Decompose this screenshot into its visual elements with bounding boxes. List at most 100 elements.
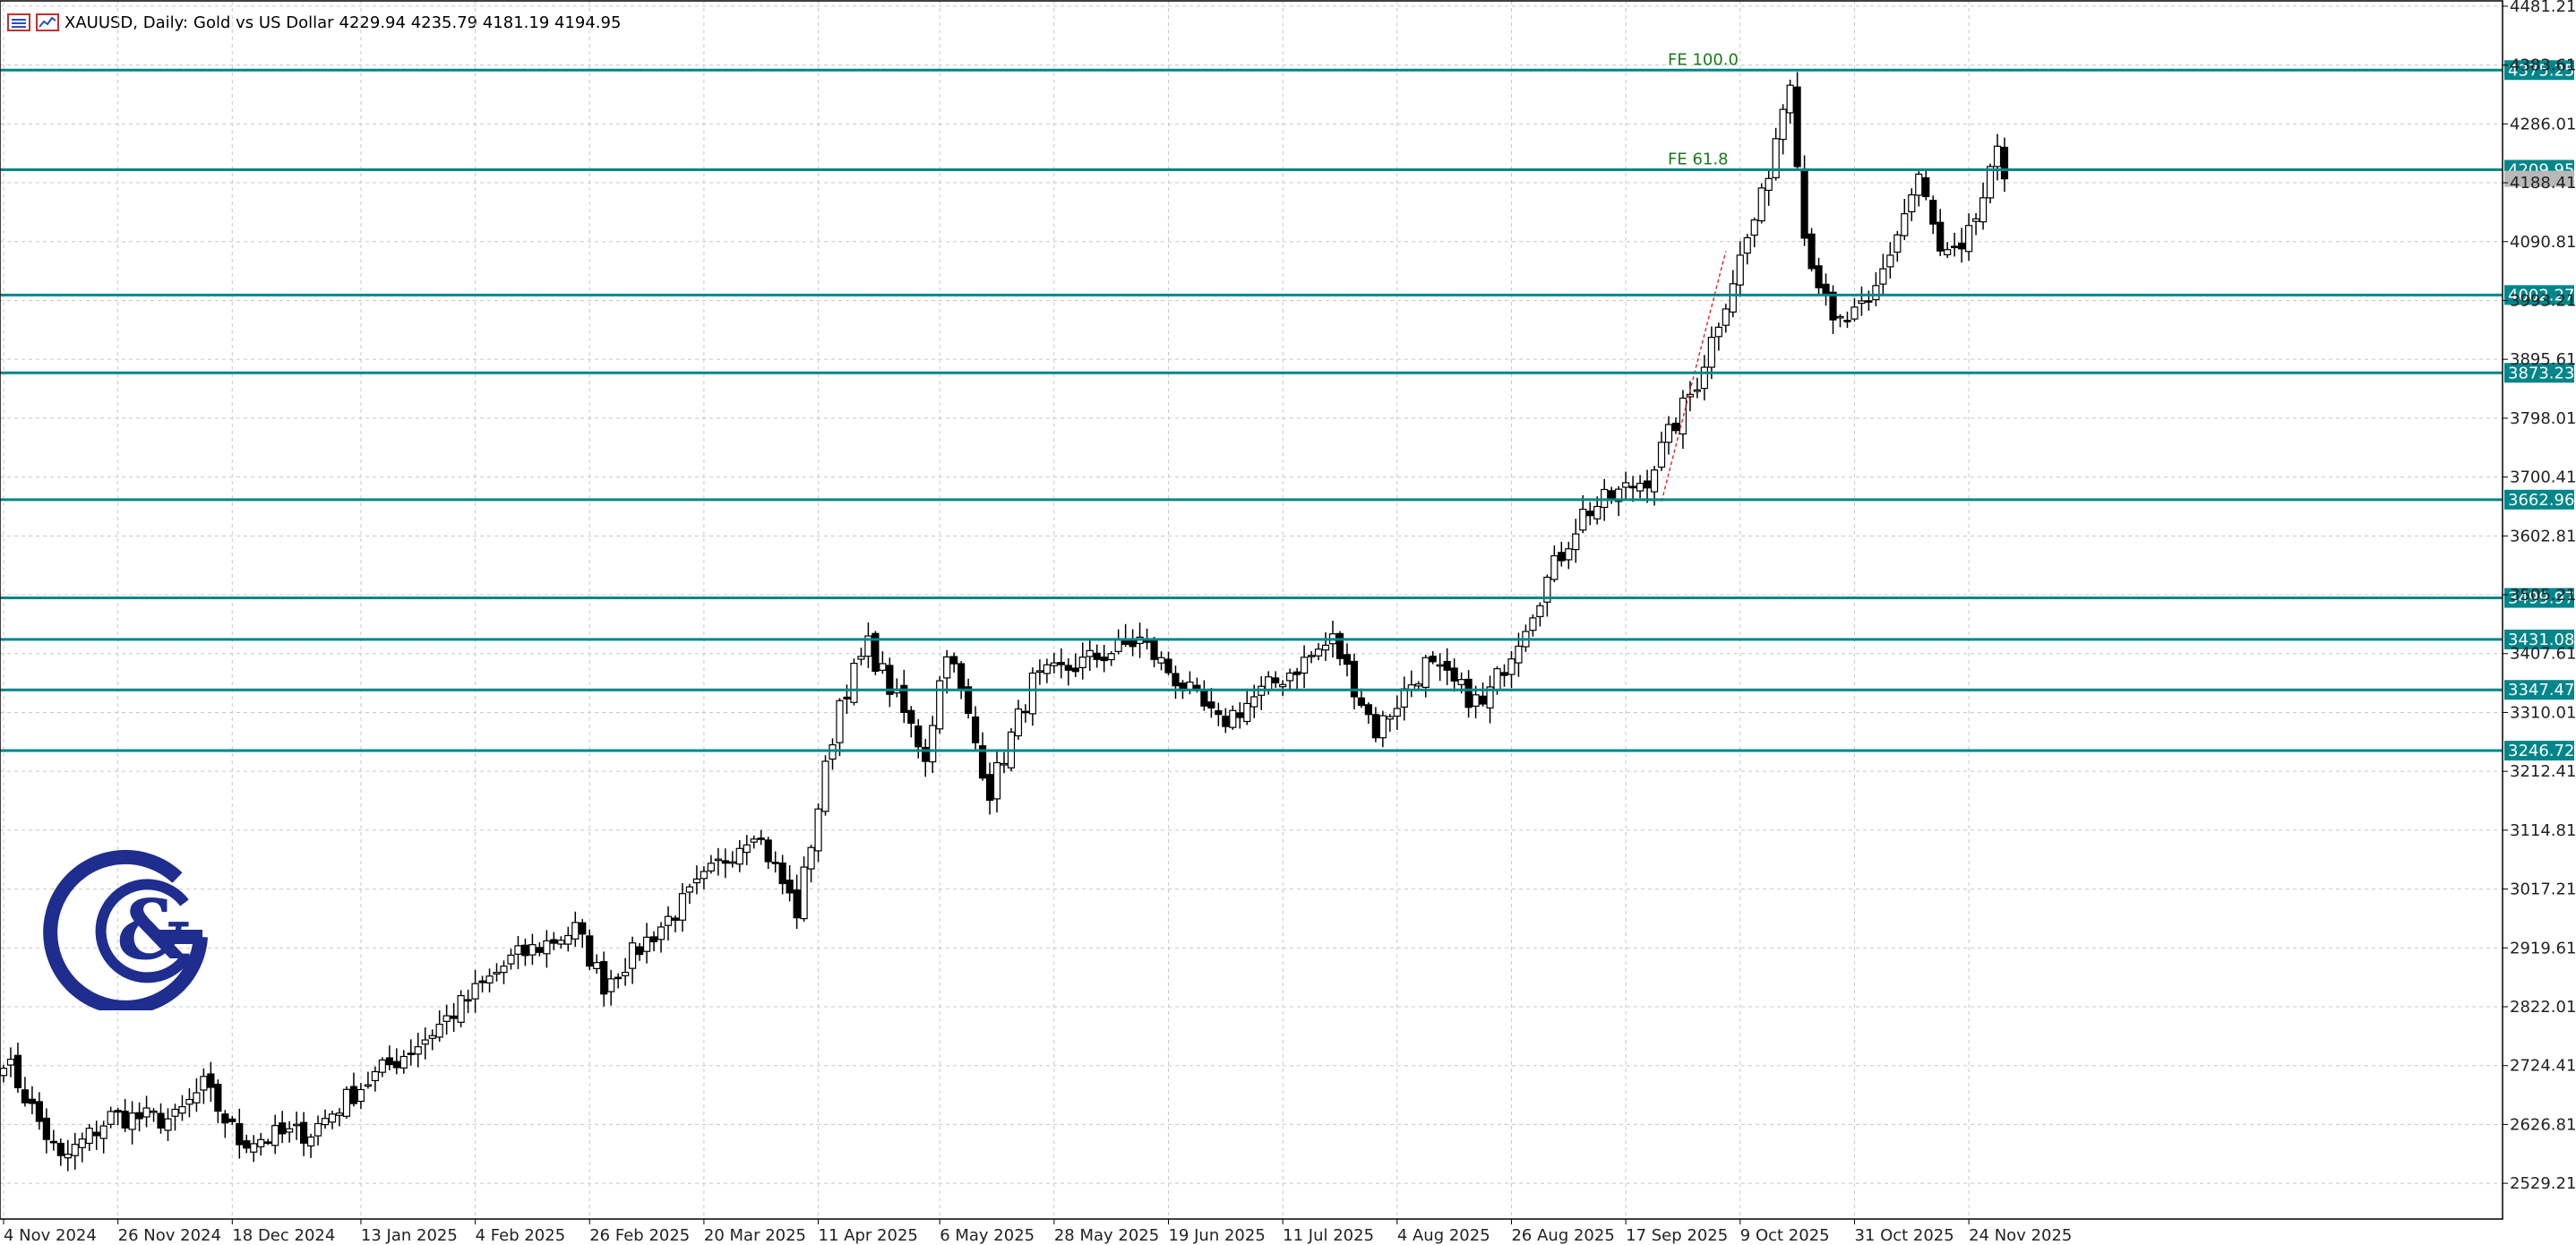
candle-body bbox=[85, 1128, 93, 1145]
candle-body bbox=[1886, 254, 1894, 268]
candle-body bbox=[1586, 511, 1594, 517]
fib-extension-label: FE 61.8 bbox=[1668, 150, 1729, 169]
candle-body bbox=[1364, 704, 1373, 716]
candle-body bbox=[228, 1118, 236, 1122]
candle-body bbox=[1800, 167, 1808, 239]
candle-body bbox=[1622, 482, 1630, 488]
level-price-label: 3347.47 bbox=[2508, 681, 2574, 700]
candle-body bbox=[2000, 146, 2009, 180]
g-and-ampersand-logo: & bbox=[43, 849, 208, 1010]
candle-body bbox=[1779, 108, 1787, 141]
candle-body bbox=[1664, 424, 1673, 443]
candle-body bbox=[914, 726, 923, 748]
candle-body bbox=[1129, 640, 1137, 648]
candle-body bbox=[1229, 709, 1237, 728]
candle-body bbox=[1922, 176, 1930, 198]
candle-body bbox=[700, 871, 708, 880]
plot-border bbox=[0, 0, 2503, 1220]
candle-body bbox=[843, 696, 851, 700]
candle-body bbox=[150, 1110, 158, 1113]
candle-body bbox=[786, 880, 794, 894]
candle-body bbox=[1550, 554, 1558, 580]
candle-body bbox=[1901, 213, 1909, 236]
x-tick-label: 11 Jul 2025 bbox=[1283, 1226, 1374, 1245]
candle-body bbox=[313, 1122, 322, 1137]
candle-body bbox=[128, 1112, 136, 1130]
candle-body bbox=[1743, 236, 1751, 254]
candle-body bbox=[1843, 320, 1851, 322]
candle-body bbox=[965, 686, 973, 715]
candle-body bbox=[1865, 300, 1873, 303]
y-tick-label: 4090.81 bbox=[2510, 233, 2576, 252]
chart-window-icon[interactable] bbox=[36, 13, 59, 32]
candle-body bbox=[1414, 683, 1422, 687]
candle-body bbox=[257, 1138, 265, 1147]
candle-body bbox=[850, 662, 858, 703]
candle-body bbox=[342, 1088, 351, 1117]
candle-body bbox=[1850, 306, 1859, 320]
symbol-list-icon[interactable] bbox=[7, 13, 30, 32]
candle-body bbox=[214, 1084, 222, 1112]
candle-body bbox=[64, 1154, 72, 1159]
candle-body bbox=[1222, 716, 1230, 727]
candle-body bbox=[1035, 670, 1043, 674]
candle-body bbox=[1114, 639, 1122, 652]
candle-body bbox=[1636, 483, 1644, 492]
candle-body bbox=[1951, 245, 1959, 249]
candle-body bbox=[428, 1035, 436, 1039]
candle-body bbox=[1858, 300, 1866, 305]
candle-body bbox=[1736, 254, 1744, 286]
candle-body bbox=[743, 844, 751, 854]
candle-body bbox=[971, 716, 980, 743]
candle-body bbox=[364, 1084, 373, 1087]
level-price-label: 3499.97 bbox=[2508, 589, 2574, 608]
candle-body bbox=[1793, 86, 1801, 167]
candle-body bbox=[435, 1023, 443, 1038]
candle-body bbox=[814, 808, 822, 852]
candle-body bbox=[1486, 686, 1494, 708]
candle-body bbox=[543, 940, 551, 955]
candle-body bbox=[1086, 649, 1094, 657]
candle-body bbox=[1893, 234, 1902, 253]
candle-body bbox=[1215, 709, 1223, 716]
candle-body bbox=[421, 1039, 429, 1045]
candle-body bbox=[1657, 442, 1666, 468]
candle-body bbox=[1143, 640, 1151, 643]
candle-body bbox=[1357, 697, 1366, 707]
candle-body bbox=[457, 995, 465, 1023]
level-price-tag bbox=[2504, 680, 2574, 700]
candle-body bbox=[142, 1107, 150, 1118]
candle-body bbox=[1021, 710, 1030, 714]
candle-body bbox=[1822, 283, 1830, 295]
candle-body bbox=[614, 976, 623, 980]
candle-body bbox=[1879, 268, 1887, 285]
candle-body bbox=[450, 1015, 458, 1019]
candle-body bbox=[836, 700, 844, 743]
candle-body bbox=[321, 1118, 330, 1126]
candle-body bbox=[1772, 138, 1780, 178]
x-tick-label: 17 Sep 2025 bbox=[1626, 1226, 1728, 1245]
candle-body bbox=[671, 917, 680, 921]
candle-body bbox=[536, 947, 544, 953]
x-tick-label: 4 Feb 2025 bbox=[476, 1226, 566, 1245]
x-tick-label: 11 Apr 2025 bbox=[819, 1226, 918, 1245]
candle-body bbox=[1500, 672, 1508, 676]
candle-body bbox=[92, 1131, 100, 1137]
candle-body bbox=[1650, 469, 1659, 493]
candle-body bbox=[857, 656, 865, 660]
price-axis: 4481.21 4383.61 4286.01 4188.41 4090.81 3993.… bbox=[2503, 0, 2576, 1193]
candle-body bbox=[49, 1140, 57, 1144]
svg-text:&: & bbox=[116, 881, 191, 978]
candle-body bbox=[335, 1112, 344, 1116]
time-axis: 4 Nov 2024 26 Nov 2024 18 Dec 2024 13 Jan 2… bbox=[3, 1219, 2072, 1245]
candle-body bbox=[1693, 389, 1702, 392]
candle-body bbox=[1807, 233, 1816, 270]
y-tick-label: 3310.01 bbox=[2510, 703, 2576, 722]
candle-body bbox=[692, 878, 701, 884]
y-tick-label: 3895.61 bbox=[2510, 350, 2576, 369]
x-tick-label: 28 May 2025 bbox=[1054, 1226, 1159, 1245]
candle-body bbox=[1615, 488, 1623, 502]
candle-body bbox=[1529, 617, 1537, 631]
candle-body bbox=[1400, 688, 1408, 708]
